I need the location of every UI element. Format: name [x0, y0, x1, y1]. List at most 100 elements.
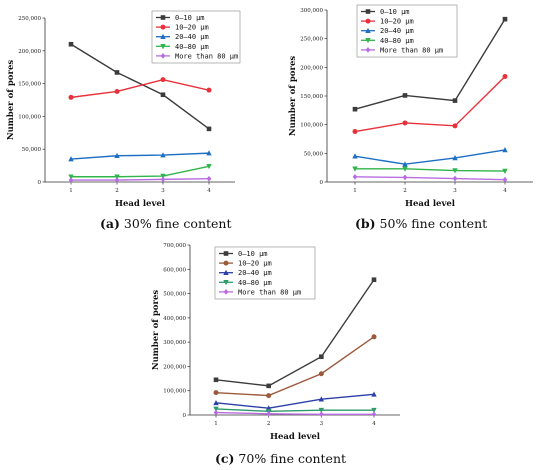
chart-c: 0 100,000 200,000 300,000 400,000 500,000 600,… [151, 243, 400, 442]
chart-b-data-point [452, 168, 458, 174]
chart-c-data-point [213, 399, 219, 406]
chart-c-data-point [266, 393, 272, 399]
chart-c-y-tick-label: 500,000 [163, 292, 186, 298]
chart-a-data-point [114, 70, 120, 75]
chart-a-legend-marker [160, 33, 166, 39]
chart-a-series-line [70, 78, 210, 99]
chart-c-data-point [213, 406, 219, 412]
chart-b-data-point [502, 176, 508, 183]
chart-a-data-point [160, 173, 166, 179]
chart-b-y-tick-label: 250,000 [300, 37, 323, 43]
caption-a-text: 30% fine content [119, 216, 232, 231]
chart-a-ylabel: Number of pores [6, 60, 16, 141]
chart-b-data-point [452, 175, 458, 182]
chart-a-data-point [114, 174, 120, 180]
chart-c-x-tick-label: 2 [267, 421, 271, 427]
chart-b-y-tick-label: 50,000 [304, 151, 324, 157]
chart-b-data-point [502, 168, 508, 175]
chart-b-series-line [354, 18, 506, 110]
chart-b-series-line [354, 149, 506, 165]
chart-a-data-point [206, 150, 212, 156]
chart-a-data-point [114, 177, 120, 183]
chart-c-legend-marker [223, 251, 229, 256]
chart-c-legend-label: 10–20 μm [238, 260, 272, 268]
chart-a-data-point [68, 174, 74, 180]
chart-c-legend-label: More than 80 μm [238, 288, 301, 296]
chart-c-y-tick-label: 200,000 [163, 364, 186, 370]
chart-a-legend-marker [160, 24, 166, 30]
chart-b-data-point [502, 146, 508, 153]
chart-c-data-point [318, 371, 324, 377]
chart-a-legend-marker [160, 15, 166, 20]
chart-b-data-point [452, 155, 458, 161]
chart-a-data-point [68, 156, 74, 162]
chart-c-legend-marker [223, 260, 229, 266]
chart-b-x-tick-label: 3 [453, 188, 457, 194]
chart-c-series-line [215, 393, 375, 409]
chart-a-series-line [71, 165, 210, 178]
chart-b-legend-label: More than 80 μm [380, 46, 443, 54]
chart-a-x-tick-label: 4 [207, 188, 211, 194]
chart-a-data-point [68, 94, 74, 100]
chart-c-y-tick-label: 400,000 [163, 316, 186, 322]
chart-a-legend-label: 20–40 μm [175, 33, 209, 41]
chart-a-data-point [160, 92, 166, 98]
chart-c-data-point [371, 407, 377, 414]
chart-a-legend-label: More than 80 μm [175, 52, 238, 60]
chart-c-data-point [213, 390, 219, 396]
chart-c-series-line [215, 279, 375, 387]
chart-b-legend-label: 0–10 μm [380, 8, 410, 16]
chart-b-x-tick-label: 1 [353, 188, 357, 194]
chart-a-data-point [68, 41, 74, 47]
chart-a-xlabel: Head level [115, 199, 166, 209]
chart-a-y-tick-label: 50,000 [22, 147, 42, 153]
chart-a-data-point [114, 152, 120, 159]
chart-c-legend-marker [223, 289, 229, 295]
chart-b-xlabel: Head level [405, 199, 456, 209]
chart-b-y-tick-label: 100,000 [300, 123, 323, 129]
chart-a-data-point [206, 163, 212, 170]
chart-c-ylabel: Number of pores [151, 290, 161, 371]
chart-c-y-tick-label: 100,000 [163, 389, 186, 395]
chart-c-x-tick-label: 1 [214, 421, 218, 427]
chart-b-data-point [502, 16, 508, 22]
chart-c-data-point [318, 396, 325, 402]
chart-a-legend-label: 10–20 μm [175, 24, 209, 32]
chart-c-data-point [213, 377, 219, 383]
chart-c-data-point [318, 407, 325, 414]
chart-a-data-point [160, 152, 166, 158]
chart-b-data-point [352, 166, 358, 172]
chart-b-legend-marker [365, 27, 371, 33]
chart-a-x-tick-label: 2 [115, 188, 119, 194]
chart-a-y-tick-label: 0 [38, 180, 42, 186]
chart-c-series-line [215, 408, 374, 413]
chart-b: 0 50,000 100,000 150,000 200,000 250,000 300,0… [288, 4, 533, 209]
chart-b-legend-label: 10–20 μm [380, 18, 414, 26]
chart-b-data-point [352, 153, 358, 159]
caption-b-id: (b) [355, 216, 376, 231]
chart-b-legend-label: 20–40 μm [380, 27, 414, 35]
chart-c-y-tick-label: 300,000 [163, 340, 186, 346]
chart-c-data-point [371, 411, 377, 418]
caption-b: (b) 50% fine content [355, 216, 487, 231]
chart-a-y-tick-label: 200,000 [18, 49, 41, 55]
caption-a-id: (a) [100, 216, 120, 231]
chart-b-legend-marker [365, 38, 371, 44]
chart-c-x-tick-label: 4 [372, 421, 376, 427]
chart-c-data-point [213, 409, 219, 416]
chart-b-data-point [402, 93, 408, 98]
chart-a-data-point [68, 177, 74, 183]
chart-b-data-point [402, 161, 408, 167]
chart-b-series-line [354, 76, 506, 133]
chart-a-y-tick-label: 100,000 [18, 114, 41, 120]
chart-b-data-point [452, 98, 458, 103]
chart-c-data-point [371, 391, 377, 397]
chart-a-y-tick-label: 250,000 [18, 16, 41, 22]
chart-a-legend-label: 40–80 μm [175, 43, 209, 51]
chart-c-data-point [371, 277, 377, 283]
chart-b-legend-marker [365, 47, 371, 53]
chart-c-data-point [266, 410, 271, 417]
chart-a-data-point [160, 77, 166, 83]
chart-c-data-point [371, 334, 377, 340]
caption-c: (c) 70% fine content [215, 451, 346, 466]
